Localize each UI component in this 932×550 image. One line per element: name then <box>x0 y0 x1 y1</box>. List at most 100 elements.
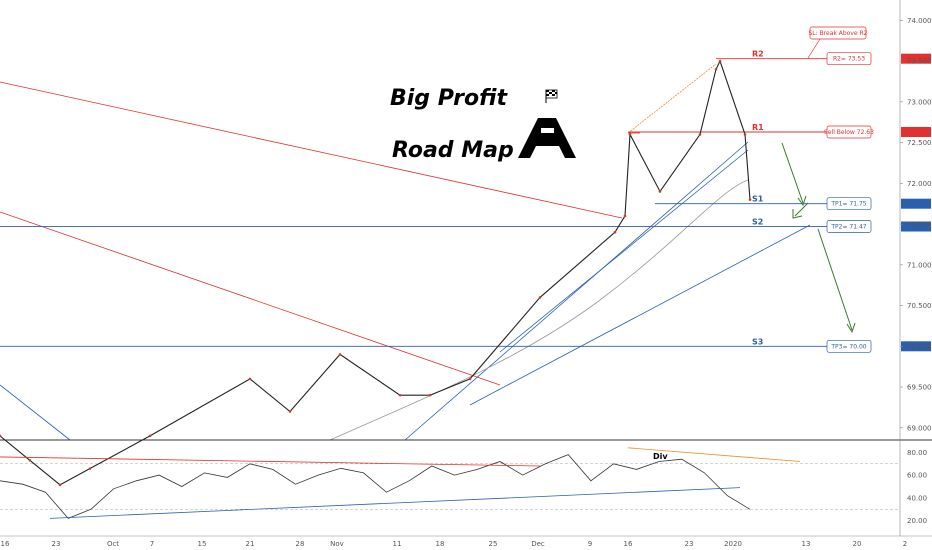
x-tick-label: Nov <box>330 540 344 548</box>
price-point <box>398 393 402 397</box>
price-point <box>714 67 718 71</box>
osc-blue-trendline <box>49 487 741 519</box>
forecast-arrow-head-2 <box>792 209 803 219</box>
x-tick-label: 2020 <box>724 540 742 548</box>
x-tick-label: 18 <box>436 540 445 548</box>
level-box-r1 <box>826 125 872 139</box>
oscillator-line <box>0 454 751 519</box>
price-point <box>148 434 152 438</box>
y-tick-label: 72.000 <box>907 180 932 188</box>
level-axis-marker <box>901 127 931 137</box>
y-tick-label: 71.500 <box>907 221 932 229</box>
price-point <box>748 198 752 201</box>
price-point <box>248 377 252 381</box>
blue-trendline <box>404 141 749 441</box>
chart-title: Big Profit <box>390 86 508 111</box>
red-trendline <box>0 211 501 386</box>
price-point <box>58 483 62 487</box>
level-axis-marker <box>901 341 931 352</box>
flag-icon <box>545 89 558 103</box>
y-tick-label: 74.000 <box>907 17 932 25</box>
trendlines <box>0 63 811 441</box>
levels: R2 R2= 73.53 R1 Sell Below 72.63 S1 TP1= 71.7… <box>0 50 931 353</box>
level-box-text-r2: R2= 73.53 <box>833 56 865 63</box>
sl-box-text: SL: Break Above R2 <box>808 30 867 37</box>
level-box-text-s2: TP2= 71.47 <box>830 224 866 231</box>
x-tick-label: 28 <box>296 540 305 548</box>
x-tick-label: 20 <box>853 540 862 548</box>
annotations: SL: Break Above R2 <box>781 26 868 334</box>
y-tick-label: 73.000 <box>907 98 932 106</box>
x-tick-label: 2 <box>903 540 907 548</box>
osc-div-label: Div <box>653 452 668 461</box>
level-box-text-s1: TP1= 71.75 <box>830 201 866 208</box>
x-tick-label: 16 <box>1 540 10 548</box>
price-point <box>428 393 432 397</box>
x-tick-label: 23 <box>685 540 694 548</box>
osc-y-tick-label: 20.00 <box>907 517 927 525</box>
level-axis-marker <box>901 221 931 232</box>
price-point <box>623 214 627 218</box>
y-tick-label: 70.500 <box>907 302 932 310</box>
sl-box <box>809 26 867 40</box>
x-tick-label: 9 <box>588 540 592 548</box>
x-tick-label: 7 <box>150 540 154 548</box>
price-series <box>0 59 752 487</box>
price-point <box>538 296 542 299</box>
x-tick-label: 11 <box>393 540 402 548</box>
blue-trendline <box>0 384 71 441</box>
level-box-s1 <box>826 197 872 211</box>
moving-average-line <box>329 179 749 441</box>
red-trendline <box>0 81 623 219</box>
level-box-text-r1: Sell Below 72.63 <box>824 129 874 136</box>
x-tick-label: 13 <box>802 540 811 548</box>
y-tick-label: 69.000 <box>907 424 932 432</box>
y-tick-label: 69.500 <box>907 384 932 392</box>
y-tick-label: 70.000 <box>907 343 932 351</box>
price-point <box>698 133 702 136</box>
blue-trendline <box>469 224 811 406</box>
forecast-arrow-head-1 <box>797 195 807 207</box>
forecast-arrow-1 <box>781 142 804 204</box>
price-point <box>628 133 632 136</box>
x-tick-label: 16 <box>624 540 633 548</box>
forecast-arrow-head-3 <box>846 322 856 334</box>
x-tick-label: 25 <box>489 540 498 548</box>
level-label-r1: R1 <box>752 123 764 132</box>
x-tick-label: 21 <box>246 540 255 548</box>
x-tick-label: 15 <box>198 540 207 548</box>
price-point <box>0 434 2 438</box>
osc-y-tick-label: 80.00 <box>907 449 927 457</box>
forecast-arrow-2 <box>794 202 809 217</box>
price-point <box>658 190 662 193</box>
price-point <box>288 410 292 413</box>
level-axis-marker <box>901 53 931 64</box>
price-point <box>613 230 617 234</box>
blue-trendline <box>499 149 749 353</box>
level-box-s3 <box>826 339 872 353</box>
x-tick-label: Oct <box>107 540 119 548</box>
price-point <box>88 467 92 470</box>
level-box-text-s3: TP3= 70.00 <box>830 343 866 350</box>
price-line <box>0 59 751 486</box>
forecast-arrow-3 <box>817 228 853 331</box>
osc-y-tick-label: 40.00 <box>907 494 927 502</box>
oscillator-panel: 80.00 60.00 40.00 20.00 Div <box>0 447 927 525</box>
level-label-r2: R2 <box>752 50 764 59</box>
chart-subtitle: Road Map <box>392 138 514 163</box>
osc-red-trendline <box>0 456 541 467</box>
level-box-r2 <box>826 52 872 66</box>
osc-y-tick-label: 60.00 <box>907 472 927 480</box>
title-block: Big Profit Road Map <box>390 86 576 163</box>
price-point <box>743 133 747 136</box>
level-box-s2 <box>826 220 872 233</box>
price-point <box>718 59 722 63</box>
level-label-s3: S3 <box>752 337 763 346</box>
y-tick-label: 72.500 <box>907 139 932 147</box>
level-label-s2: S2 <box>752 218 763 227</box>
sl-pointer <box>807 38 821 59</box>
x-tick-label: 23 <box>52 540 61 548</box>
x-tick-label: Dec <box>531 540 545 548</box>
